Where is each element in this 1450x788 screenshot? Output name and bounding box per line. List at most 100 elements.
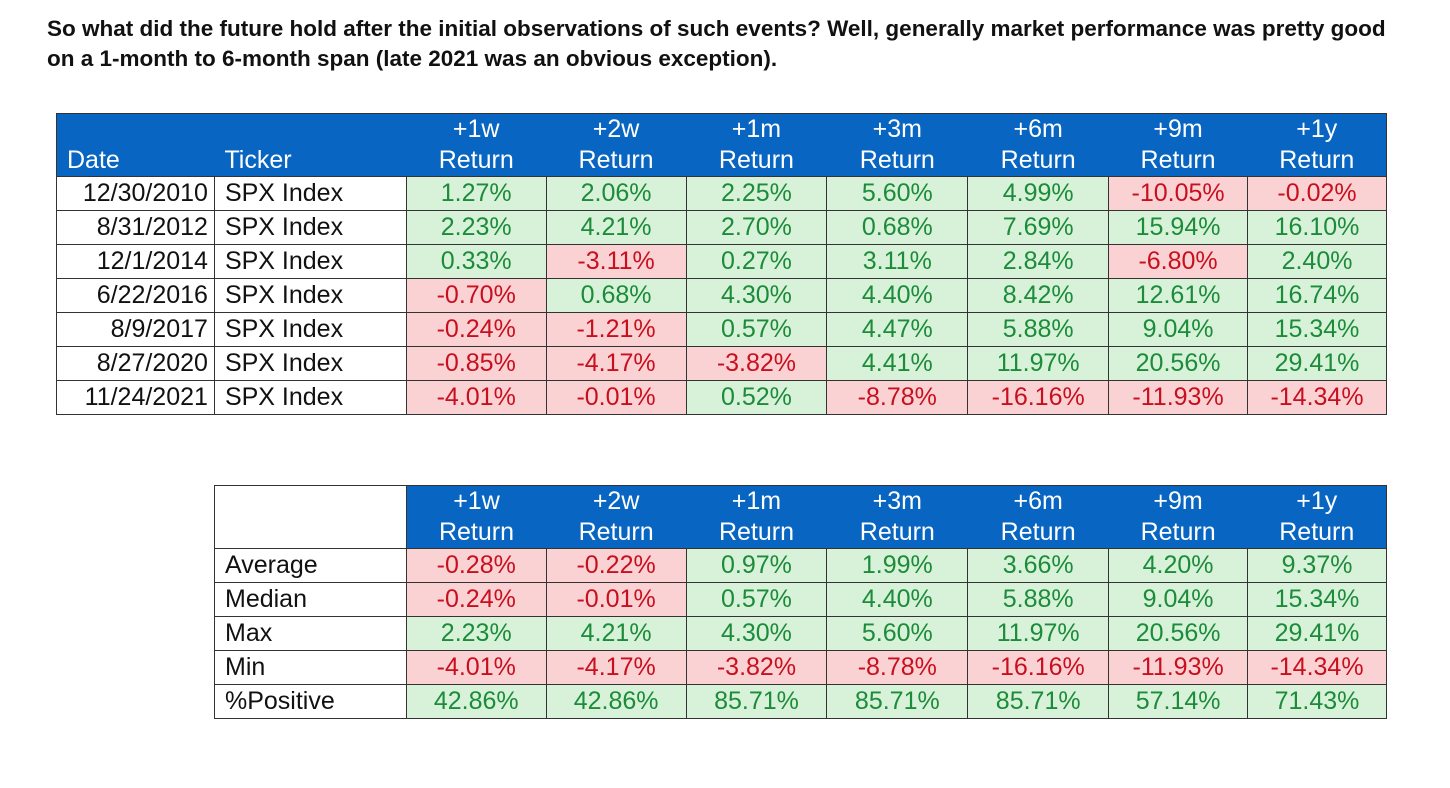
stat-value-cell: 9.04% (1108, 582, 1249, 617)
stat-value-cell: -4.01% (405, 650, 547, 685)
return-cell: 2.40% (1247, 244, 1387, 279)
date-cell: 8/9/2017 (56, 312, 215, 347)
stat-value-cell: 4.40% (826, 582, 969, 617)
return-header: +9m Return (1108, 485, 1248, 549)
return-cell: -3.11% (545, 244, 687, 279)
stat-value-cell: 0.97% (685, 548, 828, 583)
return-cell: 2.84% (967, 244, 1110, 279)
date-cell: 12/30/2010 (56, 176, 215, 211)
return-cell: -11.93% (1108, 380, 1249, 415)
return-header: +1m Return (686, 113, 827, 177)
return-cell: -10.05% (1108, 176, 1249, 211)
stat-value-cell: 5.88% (967, 582, 1110, 617)
events-returns-table: Date Ticker +1w Return +2w Return +1m Retur… (56, 113, 1387, 415)
return-cell: -16.16% (967, 380, 1110, 415)
return-header: +1y Return (1247, 485, 1387, 549)
stat-value-cell: -16.16% (967, 650, 1110, 685)
return-cell: 5.60% (826, 176, 969, 211)
return-cell: 8.42% (967, 278, 1110, 313)
table-row: 8/31/2012 SPX Index 2.23% 4.21% 2.70% 0.68% 7.… (56, 210, 1387, 245)
return-cell: 9.04% (1108, 312, 1249, 347)
return-cell: 20.56% (1108, 346, 1249, 381)
stat-value-cell: -4.17% (545, 650, 687, 685)
stat-value-cell: 29.41% (1247, 616, 1387, 651)
return-header: +2w Return (546, 113, 686, 177)
ticker-cell: SPX Index (213, 380, 407, 415)
return-cell: -4.01% (405, 380, 547, 415)
return-cell: 4.47% (826, 312, 969, 347)
date-cell: 6/22/2016 (56, 278, 215, 313)
return-cell: 29.41% (1247, 346, 1387, 381)
table-row: Min -4.01% -4.17% -3.82% -8.78% -16.16% -11.93… (214, 650, 1387, 685)
stat-value-cell: 57.14% (1108, 684, 1249, 719)
return-header: +1y Return (1247, 113, 1387, 177)
header-row: +1w Return +2w Return +1m Return +3m Return … (214, 485, 1387, 549)
table-row: 12/30/2010 SPX Index 1.27% 2.06% 2.25% 5.60% 4… (56, 176, 1387, 211)
stat-value-cell: -0.24% (405, 582, 547, 617)
table-row: %Positive 42.86% 42.86% 85.71% 85.71% 85.71% 5… (214, 684, 1387, 719)
return-header: +1m Return (686, 485, 827, 549)
ticker-header: Ticker (214, 113, 407, 177)
date-cell: 8/27/2020 (56, 346, 215, 381)
table-row: 12/1/2014 SPX Index 0.33% -3.11% 0.27% 3.11% 2… (56, 244, 1387, 279)
stat-label-cell: Min (214, 650, 407, 685)
return-cell: 16.74% (1247, 278, 1387, 313)
stat-label-cell: Median (214, 582, 407, 617)
return-cell: 0.52% (685, 380, 828, 415)
stat-value-cell: 1.99% (826, 548, 969, 583)
stat-value-cell: 4.20% (1108, 548, 1249, 583)
stat-value-cell: 0.57% (685, 582, 828, 617)
return-cell: 15.94% (1108, 210, 1249, 245)
return-cell: -14.34% (1247, 380, 1387, 415)
return-cell: -6.80% (1108, 244, 1249, 279)
summary-stats-table: +1w Return +2w Return +1m Return +3m Return … (214, 485, 1387, 719)
table-row: Median -0.24% -0.01% 0.57% 4.40% 5.88% 9.04% 15… (214, 582, 1387, 617)
stat-value-cell: 85.71% (826, 684, 969, 719)
return-cell: -0.01% (545, 380, 687, 415)
return-cell: 0.57% (685, 312, 828, 347)
ticker-cell: SPX Index (213, 278, 407, 313)
return-cell: 0.68% (826, 210, 969, 245)
return-header: +2w Return (546, 485, 687, 549)
stat-value-cell: 4.21% (545, 616, 687, 651)
intro-paragraph: So what did the future hold after the in… (47, 16, 1386, 71)
return-cell: 16.10% (1247, 210, 1387, 245)
return-cell: 12.61% (1108, 278, 1249, 313)
stat-value-cell: 4.30% (685, 616, 828, 651)
return-cell: -3.82% (685, 346, 828, 381)
ticker-cell: SPX Index (213, 346, 407, 381)
return-cell: 5.88% (967, 312, 1110, 347)
return-cell: -0.70% (405, 278, 547, 313)
stat-value-cell: 15.34% (1247, 582, 1387, 617)
stat-value-cell: -11.93% (1108, 650, 1249, 685)
return-cell: 2.06% (545, 176, 687, 211)
stat-value-cell: 2.23% (405, 616, 547, 651)
return-cell: 4.30% (685, 278, 828, 313)
return-cell: 3.11% (826, 244, 969, 279)
return-cell: -1.21% (545, 312, 687, 347)
return-header: +3m Return (826, 113, 968, 177)
return-header: +9m Return (1108, 113, 1248, 177)
return-cell: 0.27% (685, 244, 828, 279)
date-cell: 12/1/2014 (56, 244, 215, 279)
ticker-cell: SPX Index (213, 312, 407, 347)
return-cell: 1.27% (405, 176, 547, 211)
stat-value-cell: 11.97% (967, 616, 1110, 651)
table-row: Max 2.23% 4.21% 4.30% 5.60% 11.97% 20.56% 29.41… (214, 616, 1387, 651)
table-row: Average -0.28% -0.22% 0.97% 1.99% 3.66% 4.20% 9… (214, 548, 1387, 583)
ticker-cell: SPX Index (213, 244, 407, 279)
return-cell: 2.70% (685, 210, 828, 245)
return-cell: 2.23% (405, 210, 547, 245)
stat-value-cell: -0.22% (545, 548, 687, 583)
return-header: +1w Return (406, 113, 547, 177)
table-row: 11/24/2021 SPX Index -4.01% -0.01% 0.52% -8.7… (56, 380, 1387, 415)
stat-value-cell: 5.60% (826, 616, 969, 651)
return-cell: -0.02% (1247, 176, 1387, 211)
return-cell: 11.97% (967, 346, 1110, 381)
table-row: 8/27/2020 SPX Index -0.85% -4.17% -3.82% 4.41… (56, 346, 1387, 381)
stat-value-cell: 85.71% (685, 684, 828, 719)
return-cell: 0.68% (545, 278, 687, 313)
stat-value-cell: 42.86% (545, 684, 687, 719)
return-cell: 7.69% (967, 210, 1110, 245)
return-cell: 15.34% (1247, 312, 1387, 347)
